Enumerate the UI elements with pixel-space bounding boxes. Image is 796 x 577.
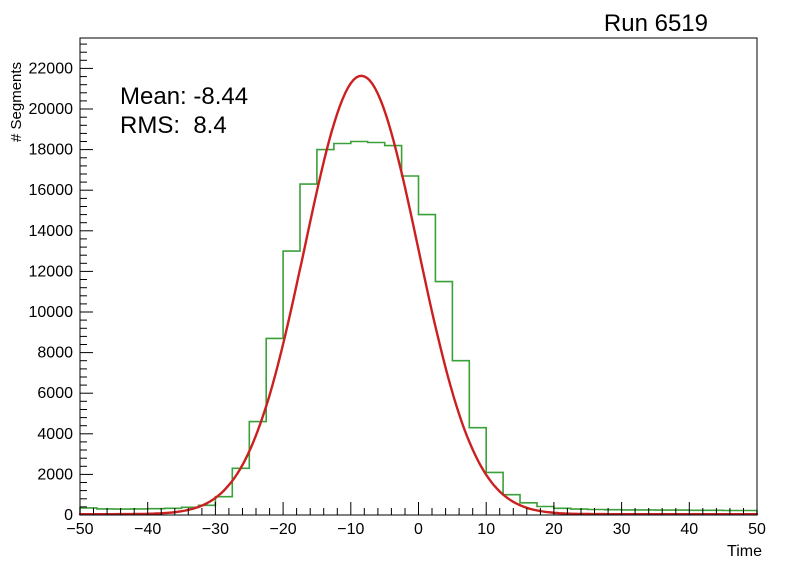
svg-text:16000: 16000 bbox=[29, 182, 74, 199]
svg-text:40: 40 bbox=[680, 521, 698, 538]
stat-mean-text: Mean: -8.44 bbox=[120, 83, 248, 110]
svg-text:−50: −50 bbox=[66, 521, 93, 538]
stat-rms-text: RMS: 8.4 bbox=[120, 112, 227, 139]
svg-text:14000: 14000 bbox=[29, 223, 74, 240]
svg-text:−20: −20 bbox=[270, 521, 297, 538]
svg-text:8000: 8000 bbox=[37, 345, 73, 362]
svg-text:30: 30 bbox=[613, 521, 631, 538]
svg-text:4000: 4000 bbox=[37, 426, 73, 443]
svg-text:20000: 20000 bbox=[29, 101, 74, 118]
svg-text:22000: 22000 bbox=[29, 60, 74, 77]
svg-text:6000: 6000 bbox=[37, 385, 73, 402]
svg-text:12000: 12000 bbox=[29, 263, 74, 280]
svg-text:0: 0 bbox=[64, 507, 73, 524]
svg-text:18000: 18000 bbox=[29, 142, 74, 159]
svg-text:50: 50 bbox=[748, 521, 766, 538]
x-axis-label: Time bbox=[727, 543, 762, 560]
svg-text:−30: −30 bbox=[202, 521, 229, 538]
histogram-series bbox=[79, 140, 758, 515]
svg-text:10: 10 bbox=[477, 521, 495, 538]
svg-text:−10: −10 bbox=[337, 521, 364, 538]
gaussian-fit-curve bbox=[78, 74, 759, 516]
svg-text:2000: 2000 bbox=[37, 466, 73, 483]
y-axis-label: # Segments bbox=[8, 62, 25, 142]
svg-text:10000: 10000 bbox=[29, 304, 74, 321]
axis-ticks bbox=[79, 43, 758, 516]
svg-text:−40: −40 bbox=[134, 521, 161, 538]
axis-tick-labels: −50 −40 −30 −20 −10 0 10 20 30 40 50 0 2000 4000 6000 8… bbox=[29, 60, 767, 538]
plot-title: Run 6519 bbox=[604, 10, 708, 37]
svg-text:0: 0 bbox=[414, 521, 423, 538]
svg-text:20: 20 bbox=[545, 521, 563, 538]
